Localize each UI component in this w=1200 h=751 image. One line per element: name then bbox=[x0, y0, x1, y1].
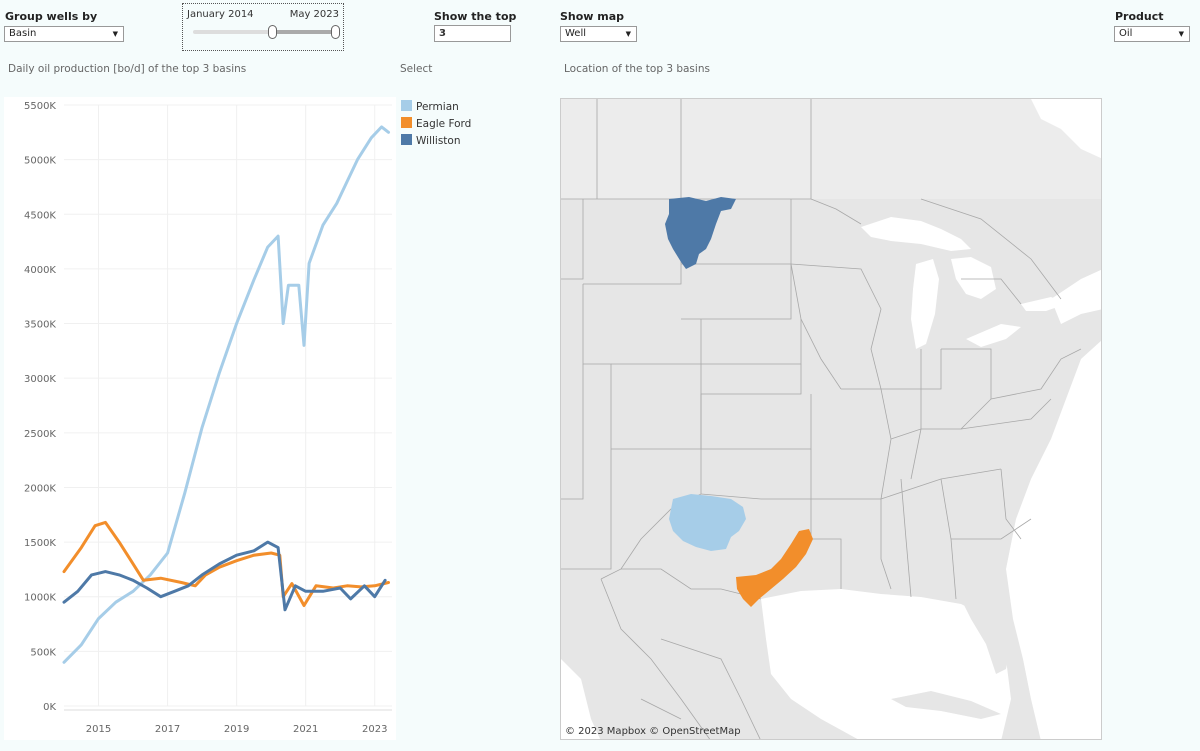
y-tick-label: 3500K bbox=[24, 320, 56, 331]
legend-title: Select bbox=[400, 63, 433, 75]
group-by-value: Basin bbox=[9, 28, 37, 39]
basin-map[interactable]: © 2023 Mapbox © OpenStreetMap bbox=[560, 98, 1102, 740]
x-tick-label: 2023 bbox=[362, 724, 387, 735]
legend-swatch-permian bbox=[401, 100, 412, 111]
eagle-ford-basin-area[interactable] bbox=[736, 529, 813, 607]
legend-label-williston: Williston bbox=[416, 135, 461, 147]
legend-item-eagle-ford[interactable]: Eagle Ford bbox=[401, 117, 471, 131]
series-line-eagle-ford[interactable] bbox=[62, 520, 390, 607]
cuba-land bbox=[891, 691, 1001, 719]
show-map-dropdown[interactable]: Well ▼ bbox=[560, 26, 637, 42]
y-tick-label: 0K bbox=[43, 702, 56, 713]
show-top-title: Show the top bbox=[434, 10, 517, 23]
x-tick-label: 2015 bbox=[86, 724, 111, 735]
product-title: Product bbox=[1115, 10, 1164, 23]
chevron-down-icon: ▼ bbox=[625, 30, 631, 38]
lake-michigan bbox=[911, 259, 939, 349]
product-value: Oil bbox=[1119, 28, 1133, 39]
series-line-williston[interactable] bbox=[62, 540, 387, 612]
chevron-down-icon: ▼ bbox=[1178, 30, 1184, 38]
line-chart[interactable]: 0K 500K 1000K 1500K 2000K 2500K 3000K 3500K 4000… bbox=[4, 97, 396, 740]
y-tick-label: 3000K bbox=[24, 374, 56, 385]
product-dropdown[interactable]: Oil ▼ bbox=[1114, 26, 1190, 42]
legend-label-eagle-ford: Eagle Ford bbox=[416, 118, 472, 130]
group-by-dropdown[interactable]: Basin ▼ bbox=[4, 26, 124, 42]
y-tick-label: 4500K bbox=[24, 210, 56, 221]
water-region bbox=[1031, 99, 1101, 159]
x-tick-label: 2017 bbox=[155, 724, 180, 735]
y-tick-label: 1000K bbox=[24, 593, 56, 604]
lake-erie bbox=[966, 324, 1021, 347]
date-range-end: May 2023 bbox=[289, 9, 339, 20]
legend-swatch-williston bbox=[401, 134, 412, 145]
map-title: Location of the top 3 basins bbox=[564, 63, 710, 75]
atlantic-ocean bbox=[1006, 340, 1101, 739]
slider-start-handle[interactable] bbox=[268, 25, 277, 39]
x-tick-label: 2021 bbox=[293, 724, 318, 735]
y-tick-label: 1500K bbox=[24, 538, 56, 549]
legend-item-permian[interactable]: Permian bbox=[401, 100, 459, 114]
williston-basin-area[interactable] bbox=[665, 197, 736, 269]
group-by-title: Group wells by bbox=[5, 10, 98, 23]
florida-land bbox=[961, 594, 1011, 674]
legend-label-permian: Permian bbox=[416, 101, 459, 113]
y-tick-label: 5000K bbox=[24, 156, 56, 167]
y-tick-label: 2000K bbox=[24, 483, 56, 494]
slider-fill bbox=[272, 30, 336, 34]
y-tick-label: 500K bbox=[30, 647, 56, 658]
y-tick-label: 4000K bbox=[24, 265, 56, 276]
borders bbox=[561, 99, 1082, 739]
date-range-slider[interactable]: January 2014 May 2023 bbox=[182, 3, 344, 51]
show-map-title: Show map bbox=[560, 10, 625, 23]
st-lawrence bbox=[1051, 269, 1101, 324]
slider-track[interactable] bbox=[193, 30, 337, 34]
y-tick-label: 5500K bbox=[24, 101, 56, 112]
map-svg bbox=[561, 99, 1101, 739]
series-line-permian[interactable] bbox=[62, 125, 390, 664]
slider-end-handle[interactable] bbox=[331, 25, 340, 39]
canada-land bbox=[561, 99, 1101, 199]
date-range-start: January 2014 bbox=[187, 9, 254, 20]
permian-basin-area[interactable] bbox=[669, 494, 746, 551]
chart-title: Daily oil production [bo/d] of the top 3… bbox=[8, 63, 247, 75]
pacific-ocean bbox=[561, 659, 601, 739]
y-tick-label: 2500K bbox=[24, 429, 56, 440]
x-tick-label: 2019 bbox=[224, 724, 249, 735]
chart-panel: 0K 500K 1000K 1500K 2000K 2500K 3000K 3500K 4000… bbox=[4, 97, 396, 740]
show-top-input[interactable]: 3 bbox=[434, 25, 511, 42]
show-map-value: Well bbox=[565, 28, 587, 39]
map-attribution: © 2023 Mapbox © OpenStreetMap bbox=[565, 726, 741, 737]
legend-item-williston[interactable]: Williston bbox=[401, 134, 461, 148]
legend-swatch-eagle-ford bbox=[401, 117, 412, 128]
lake-huron bbox=[951, 257, 996, 299]
lake-superior bbox=[861, 217, 971, 251]
chevron-down-icon: ▼ bbox=[112, 30, 118, 38]
